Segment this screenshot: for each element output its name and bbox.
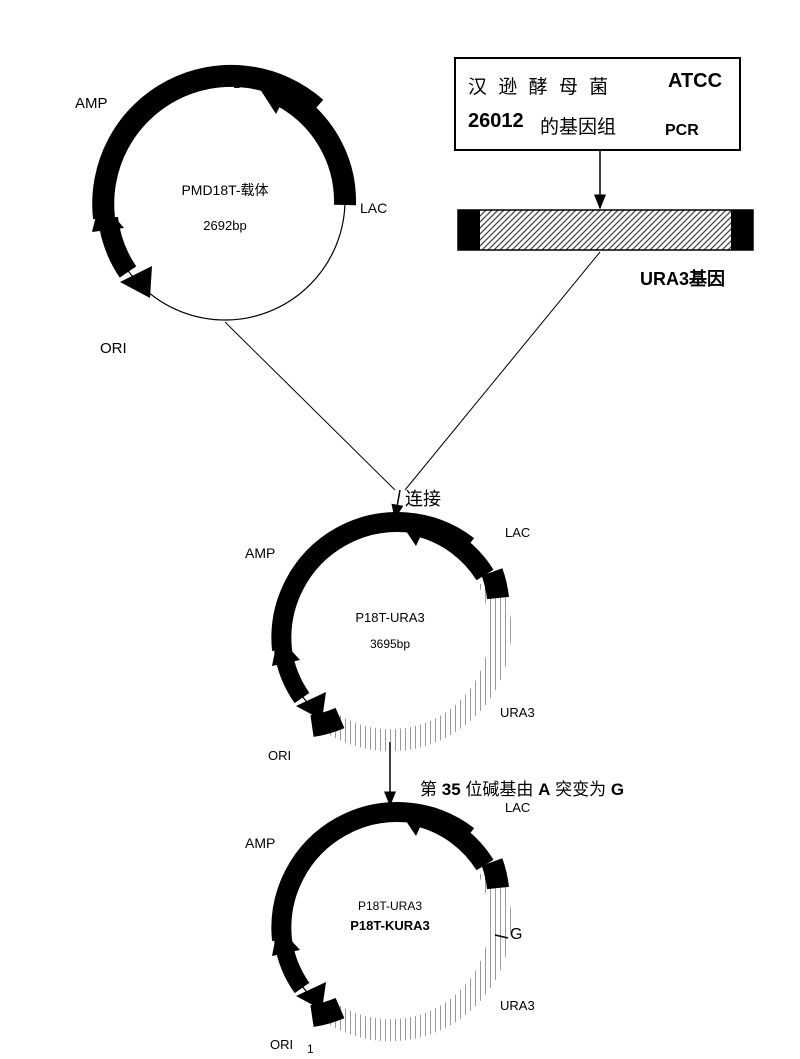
line-plasmid1-to-ligate	[225, 322, 395, 490]
mut-mid: 位碱基由	[461, 780, 538, 799]
pcr-line1b: ATCC	[668, 70, 722, 93]
plasmid3-name2: P18T-KURA3	[350, 918, 429, 933]
ligate-label: 连接	[405, 485, 441, 511]
plasmid1-lac-label: LAC	[360, 200, 387, 216]
plasmid3-amp-label: AMP	[245, 835, 275, 851]
plasmid1-name: PMD18T-载体	[181, 182, 268, 198]
pcr-line2b: 的基因组	[540, 112, 616, 139]
mut-prefix: 第	[420, 780, 442, 799]
plasmid-2: 1 P18T-URA3 3695bp	[272, 515, 500, 740]
plasmid2-ori-label: ORI	[268, 748, 291, 763]
plasmid-1: 1 PMD18T-载体 2692bp	[92, 75, 345, 320]
plasmid3-g-mark: G	[510, 926, 522, 944]
plasmid2-ura3-label: URA3	[500, 705, 535, 720]
mut-a: A	[538, 780, 550, 799]
plasmid3-ori-label: ORI	[270, 1037, 293, 1052]
plasmid2-size: 3695bp	[370, 637, 410, 651]
mut-g: G	[611, 780, 624, 799]
ura3-gene-bar	[458, 210, 753, 250]
plasmid1-size: 2692bp	[203, 218, 246, 233]
plasmid3-lac-label: LAC	[505, 800, 530, 815]
line-gene-to-ligate	[405, 252, 600, 490]
ura3-gene-label: URA3基因	[640, 265, 725, 291]
plasmid-3: 1 P18T-URA3 P18T-KURA3	[272, 805, 508, 1056]
mut-mid2: 突变为	[550, 780, 610, 799]
mutation-label: 第 35 位碱基由 A 突变为 G	[420, 775, 624, 800]
pcr-line2a: 26012	[468, 110, 524, 133]
plasmid2-name: P18T-URA3	[355, 610, 424, 625]
plasmid1-amp-label: AMP	[75, 95, 108, 112]
plasmid1-ori-label: ORI	[100, 340, 127, 357]
plasmid2-amp-label: AMP	[245, 545, 275, 561]
pcr-label: PCR	[665, 122, 699, 140]
plasmid2-lac-label: LAC	[505, 525, 530, 540]
mut-num: 35	[442, 780, 461, 799]
pcr-line1a: 汉 逊 酵 母 菌	[468, 72, 611, 99]
plasmid3-name1: P18T-URA3	[358, 899, 422, 913]
plasmid3-ura3-label: URA3	[500, 998, 535, 1013]
plasmid3-tick: 1	[307, 1042, 314, 1056]
